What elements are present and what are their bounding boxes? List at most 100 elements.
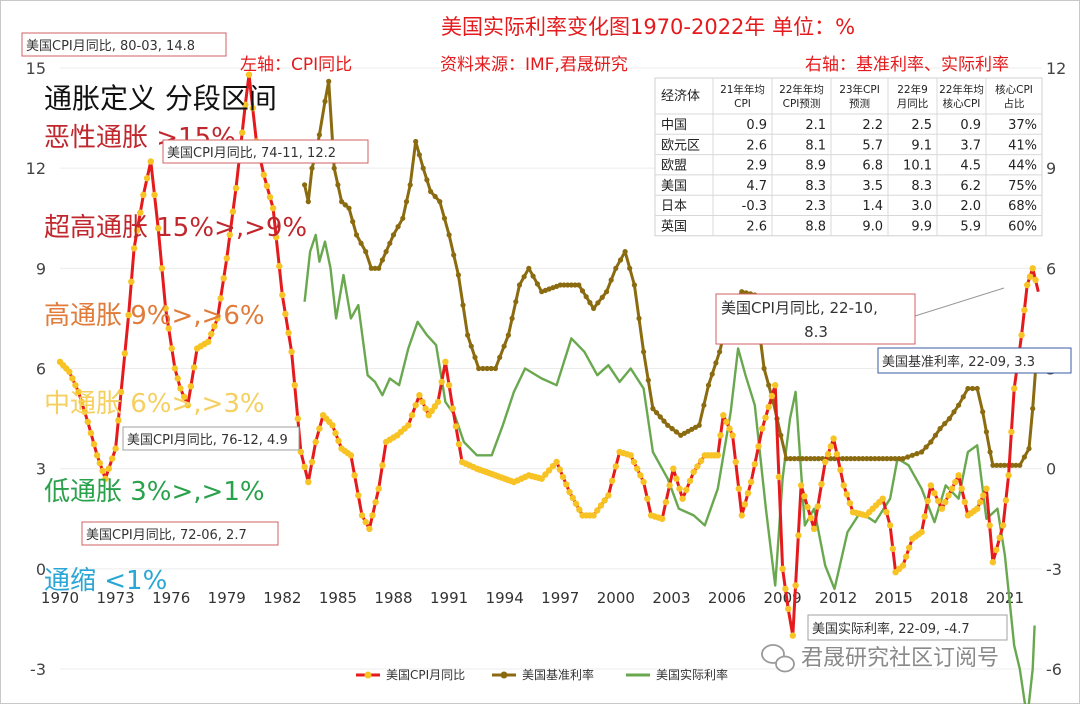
data-point (400, 215, 406, 221)
table-cell: 8.3 (911, 179, 932, 194)
data-point (827, 443, 834, 450)
data-point (316, 132, 322, 138)
data-point (883, 508, 890, 516)
data-point (134, 227, 141, 234)
table-cell: 3.0 (911, 199, 932, 214)
data-point (1005, 472, 1012, 479)
data-point (565, 282, 571, 288)
y-left-tick-label: 6 (36, 360, 46, 379)
data-point (559, 473, 567, 481)
data-point (726, 425, 733, 432)
data-point (128, 278, 135, 285)
data-point (989, 559, 997, 566)
data-point (932, 432, 939, 438)
table-header: 占比 (1004, 97, 1025, 110)
data-point (424, 177, 430, 183)
data-point (980, 492, 987, 499)
data-point (980, 409, 986, 415)
data-point (412, 402, 419, 409)
data-point (285, 329, 292, 337)
data-point (368, 265, 374, 271)
data-point (276, 262, 283, 270)
table-cell: 9.9 (911, 220, 932, 235)
annotation-base-rate-22-09-text: 美国基准利率, 22-09, 3.3 (882, 354, 1035, 370)
data-point (938, 505, 946, 512)
data-point (339, 199, 345, 205)
data-point (657, 414, 663, 420)
data-point (641, 349, 647, 355)
data-point (789, 632, 796, 639)
x-tick-label: 2018 (930, 589, 968, 607)
data-point (810, 525, 818, 532)
data-point (612, 463, 619, 470)
data-point (190, 364, 198, 371)
data-point (787, 456, 793, 462)
y-right-tick-label: 12 (1046, 59, 1066, 78)
data-point (312, 438, 319, 446)
data-point (1002, 497, 1010, 504)
data-point (661, 418, 667, 424)
data-point (174, 375, 181, 382)
data-point (965, 385, 971, 392)
data-point (899, 562, 907, 569)
table-cell: 6.8 (862, 159, 883, 174)
data-point (553, 458, 560, 466)
band-label-low: 低通胀 3%>,>1% (44, 477, 265, 507)
data-point (918, 528, 925, 536)
data-point (369, 512, 376, 519)
data-point (363, 249, 369, 255)
data-point (902, 553, 910, 560)
data-point (591, 305, 597, 311)
data-point (942, 421, 948, 427)
chart-title: 美国实际利率变化图1970-2022年 单位：% (441, 15, 855, 39)
data-point (155, 225, 162, 232)
legend-item-cpi: 美国CPI月同比 (356, 668, 465, 682)
data-point (840, 482, 847, 489)
data-point (428, 188, 434, 195)
data-point (513, 299, 519, 305)
series-line (303, 233, 1036, 708)
data-point (735, 485, 742, 492)
data-point (605, 492, 612, 499)
data-point (407, 182, 413, 188)
data-point (205, 338, 212, 345)
annotation-cpi-22-10-value: 8.3 (804, 323, 828, 341)
annotation-cpi-72-06-text: 美国CPI月同比, 72-06, 2.7 (86, 528, 247, 543)
data-point (526, 265, 532, 271)
data-point (534, 281, 541, 287)
data-point (799, 456, 806, 462)
annotation-cpi-76-12: 美国CPI月同比, 76-12, 4.9 (122, 426, 300, 451)
table-cell: 75% (1008, 179, 1037, 194)
data-point (549, 463, 557, 470)
x-tick-label: 2009 (764, 589, 802, 607)
data-point (782, 585, 789, 593)
data-point (420, 165, 426, 171)
data-point (408, 412, 416, 419)
table-header: 核心CPI (995, 83, 1033, 96)
data-point (269, 205, 277, 212)
data-point (713, 360, 719, 366)
data-point (804, 503, 811, 511)
data-point (775, 473, 783, 481)
table-cell: 3.7 (960, 138, 981, 153)
data-point (171, 365, 179, 372)
data-point (1029, 265, 1036, 272)
data-point (516, 282, 523, 288)
data-point (785, 605, 792, 613)
data-point (666, 482, 673, 489)
data-point (472, 354, 478, 360)
data-point (416, 392, 423, 399)
data-point (690, 468, 697, 476)
table-cell: 2.5 (911, 118, 932, 133)
data-point (442, 358, 449, 365)
data-point (282, 310, 289, 318)
data-point (245, 71, 253, 78)
data-point (492, 365, 498, 372)
table-background (654, 77, 1043, 237)
data-point (807, 456, 814, 462)
x-tick-label: 1973 (96, 589, 134, 607)
data-point (634, 465, 641, 472)
data-point (761, 365, 767, 372)
table-cell: 6.2 (960, 179, 981, 194)
